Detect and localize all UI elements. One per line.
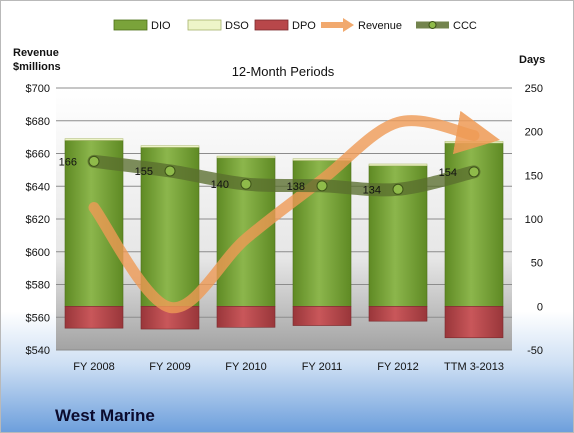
right-axis-tick-label: 100 bbox=[525, 214, 543, 226]
ccc-value-label: 134 bbox=[363, 184, 381, 196]
legend: DIO DSO DPO Revenue CCC bbox=[113, 18, 477, 32]
ccc-line bbox=[87, 154, 481, 197]
left-axis-tick-label: $600 bbox=[26, 247, 50, 259]
left-axis-title-line1: Revenue bbox=[13, 47, 59, 59]
bar-dso bbox=[444, 140, 504, 144]
chart-title: 12-Month Periods bbox=[232, 64, 335, 79]
bar-dpo bbox=[292, 306, 352, 326]
right-axis-tick-label: 250 bbox=[525, 83, 543, 95]
left-axis-tick-label: $680 bbox=[26, 116, 50, 128]
x-axis-category-label: FY 2011 bbox=[302, 361, 343, 373]
left-axis-tick-label: $700 bbox=[26, 83, 50, 95]
bar-dpo bbox=[216, 306, 276, 328]
legend-swatch-marker bbox=[428, 21, 437, 29]
left-axis-tick-label: $560 bbox=[26, 312, 50, 324]
left-axis-tick-label: $620 bbox=[26, 214, 50, 226]
x-axis-category-label: FY 2012 bbox=[377, 361, 418, 373]
bar-dso bbox=[140, 145, 200, 148]
right-axis-tick-label: 0 bbox=[537, 301, 543, 313]
bar-dso bbox=[368, 163, 428, 167]
ccc-point bbox=[316, 180, 328, 192]
company-name: West Marine bbox=[55, 406, 155, 425]
legend-label: DIO bbox=[151, 20, 171, 32]
axes-layer: $540 $560 $580 $600 $620 $640 $660 $680 $700 -50 0… bbox=[26, 83, 543, 373]
ccc-value-label: 140 bbox=[211, 179, 229, 191]
x-axis-category-label: FY 2009 bbox=[149, 361, 190, 373]
legend-label: Revenue bbox=[358, 20, 402, 32]
right-axis-tick-label: 150 bbox=[525, 170, 543, 182]
legend-swatch-arrowhead bbox=[343, 18, 354, 32]
left-axis-tick-label: $540 bbox=[26, 345, 50, 357]
ccc-value-label: 155 bbox=[135, 166, 153, 178]
legend-label: CCC bbox=[453, 20, 477, 32]
bar-dpo bbox=[444, 306, 504, 339]
right-axis-tick-label: -50 bbox=[527, 345, 543, 357]
left-axis-tick-label: $580 bbox=[26, 280, 50, 292]
legend-swatch bbox=[254, 19, 289, 31]
bar-dso bbox=[64, 138, 124, 141]
x-axis-category-label: FY 2010 bbox=[225, 361, 266, 373]
revenue-line bbox=[88, 110, 501, 313]
x-axis-category-label: TTM 3-2013 bbox=[444, 361, 504, 373]
bar-dso bbox=[216, 155, 276, 159]
x-axis-category-label: FY 2008 bbox=[73, 361, 114, 373]
ccc-value-label: 154 bbox=[439, 167, 457, 179]
left-axis-tick-label: $660 bbox=[26, 149, 50, 161]
legend-label: DPO bbox=[292, 20, 316, 32]
gridlines bbox=[56, 87, 512, 351]
bar-dpo bbox=[64, 306, 124, 329]
ccc-value-label: 138 bbox=[287, 181, 305, 193]
left-axis-tick-label: $640 bbox=[26, 181, 50, 193]
ccc-point bbox=[392, 183, 404, 195]
legend-label: DSO bbox=[225, 20, 249, 32]
right-axis-tick-label: 50 bbox=[531, 258, 543, 270]
legend-swatch bbox=[187, 19, 222, 31]
right-axis-tick-label: 200 bbox=[525, 127, 543, 139]
bar-dpo bbox=[368, 306, 428, 322]
right-axis-title: Days bbox=[519, 54, 545, 66]
lines-layer bbox=[87, 110, 501, 313]
ccc-point bbox=[88, 155, 100, 167]
ccc-point bbox=[468, 166, 480, 178]
labels-layer: 166 155 140 138 134 154 bbox=[59, 156, 457, 196]
legend-swatch bbox=[113, 19, 148, 31]
ccc-point bbox=[164, 165, 176, 177]
ccc-point bbox=[240, 178, 252, 190]
left-axis-title-line2: $millions bbox=[13, 61, 61, 73]
ccc-value-label: 166 bbox=[59, 156, 77, 168]
